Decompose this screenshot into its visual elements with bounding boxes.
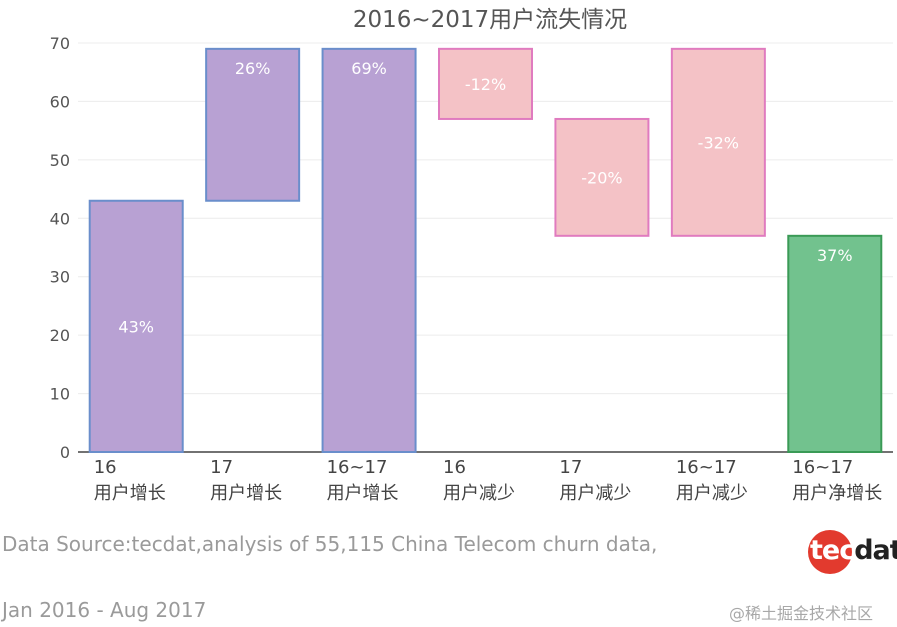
x-tick-label-period: 16 bbox=[94, 457, 117, 478]
bar bbox=[205, 47, 301, 202]
x-tick-label-period: 16~17 bbox=[327, 457, 388, 478]
y-tick-label: 30 bbox=[50, 268, 70, 287]
x-tick-label-period: 16~17 bbox=[792, 457, 853, 478]
data-source-line-1: Data Source:tecdat,analysis of 55,115 Ch… bbox=[2, 532, 658, 556]
y-tick-label: 0 bbox=[60, 443, 70, 462]
logo-text-part-1: tec bbox=[810, 535, 855, 566]
waterfall-chart: 2016~2017用户流失情况 0 10 20 30 40 50 60 70 43% 26% 69… bbox=[50, 7, 893, 504]
y-tick-label: 60 bbox=[50, 92, 70, 111]
data-label: -32% bbox=[698, 133, 739, 152]
bar bbox=[554, 117, 650, 237]
x-tick-label-period: 16 bbox=[443, 457, 466, 478]
bar bbox=[88, 199, 184, 453]
x-tick-label-category: 用户净增长 bbox=[792, 483, 882, 504]
data-label: 26% bbox=[235, 59, 271, 78]
x-tick-label-category: 用户增长 bbox=[94, 483, 166, 504]
x-axis: 16 用户增长 17 用户增长 16~17 用户增长 16 用户减少 17 用户减少 16~17 用户… bbox=[94, 457, 883, 504]
y-tick-label: 10 bbox=[50, 385, 70, 404]
logo-text-part-2: dat bbox=[854, 535, 897, 566]
y-axis: 0 10 20 30 40 50 60 70 bbox=[50, 34, 893, 462]
x-tick-label-period: 16~17 bbox=[676, 457, 737, 478]
y-tick-label: 40 bbox=[50, 209, 70, 228]
data-source-line-2: Jan 2016 - Aug 2017 bbox=[2, 598, 207, 622]
data-label: 37% bbox=[817, 246, 853, 265]
data-label: 43% bbox=[118, 317, 154, 336]
bar bbox=[670, 47, 766, 237]
bar bbox=[321, 47, 417, 453]
bar bbox=[787, 234, 883, 453]
data-label: -12% bbox=[465, 75, 506, 94]
x-tick-label-category: 用户减少 bbox=[676, 483, 748, 504]
y-tick-label: 50 bbox=[50, 151, 70, 170]
x-tick-label-category: 用户增长 bbox=[210, 483, 282, 504]
x-tick-label-category: 用户增长 bbox=[327, 483, 399, 504]
y-tick-label: 20 bbox=[50, 326, 70, 345]
data-label: 69% bbox=[351, 59, 387, 78]
data-labels: 43% 26% 69% -12% -20% -32% 37% bbox=[118, 59, 852, 337]
y-tick-label: 70 bbox=[50, 34, 70, 53]
data-label: -20% bbox=[581, 168, 622, 187]
watermark: @稀土掘金技术社区 bbox=[729, 604, 874, 623]
chart-title: 2016~2017用户流失情况 bbox=[353, 7, 627, 33]
x-tick-label-period: 17 bbox=[210, 457, 233, 478]
logo-circle bbox=[808, 530, 852, 574]
x-tick-label-period: 17 bbox=[559, 457, 582, 478]
tecdat-logo: tecdat bbox=[806, 528, 897, 576]
x-tick-label-category: 用户减少 bbox=[559, 483, 631, 504]
bar bbox=[438, 47, 533, 120]
logo-text: tecdat bbox=[810, 535, 897, 566]
x-tick-label-category: 用户减少 bbox=[443, 483, 515, 504]
bars bbox=[88, 47, 883, 453]
